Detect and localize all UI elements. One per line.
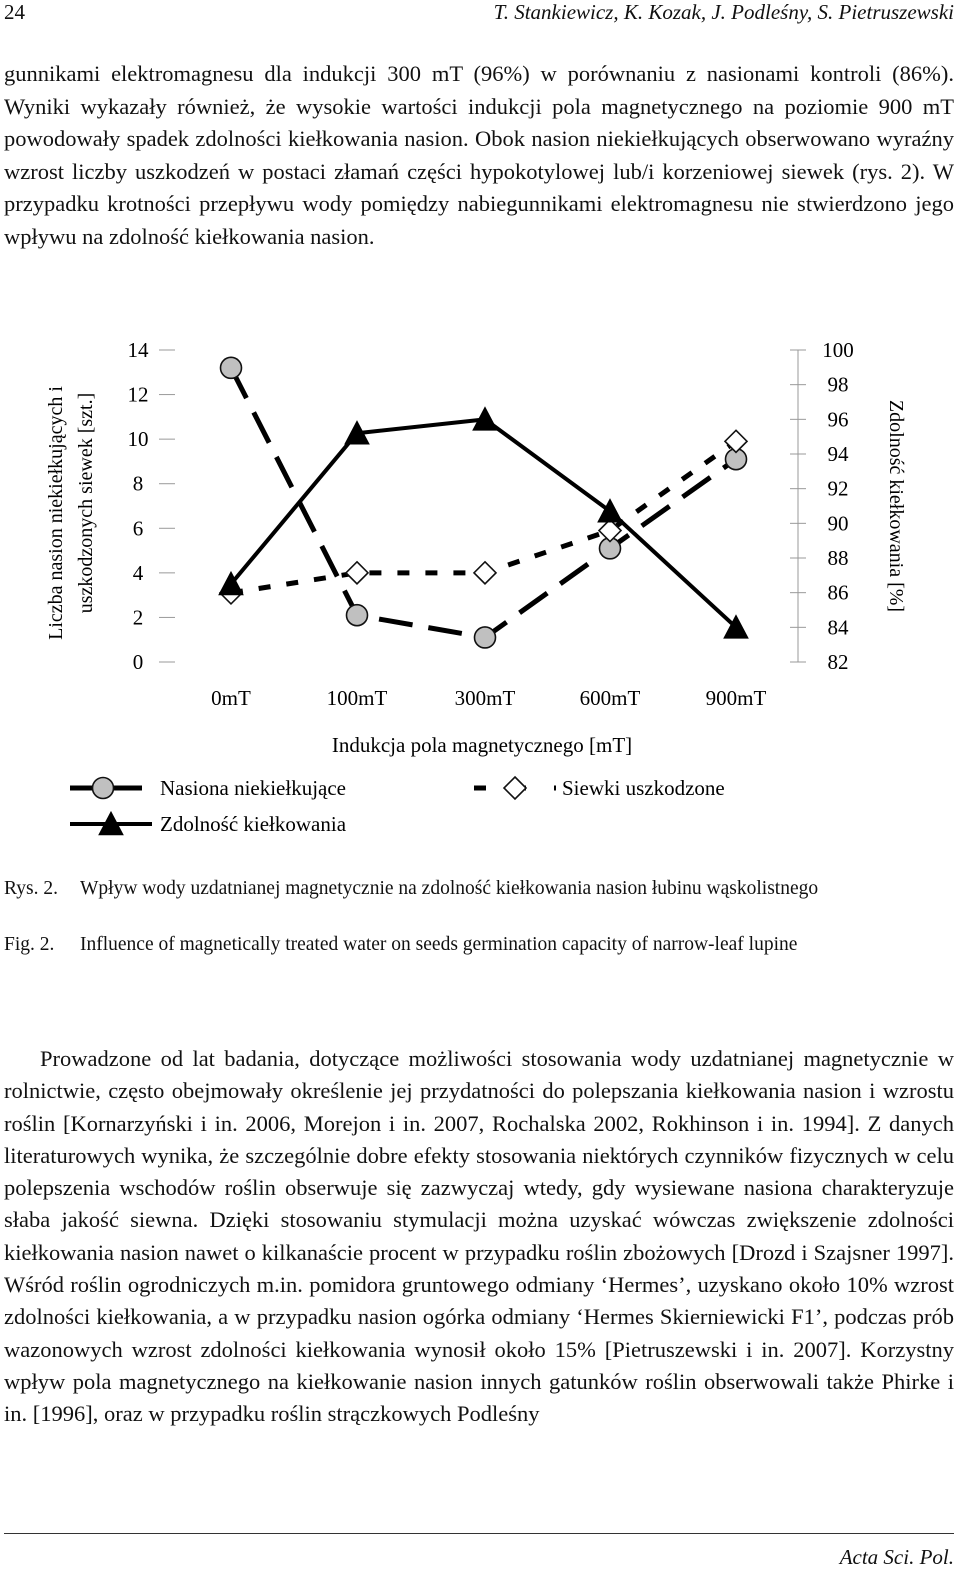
legend-item-siewki-uszkodzone: Siewki uszkodzone: [474, 775, 725, 801]
data-point-zdolnosc-kielkowania: [218, 570, 244, 596]
journal-footer: Acta Sci. Pol.: [839, 1545, 954, 1569]
paragraph-bottom: Prowadzone od lat badania, dotyczące moż…: [4, 1046, 954, 1427]
series-siewki-uszkodzone: [218, 429, 749, 606]
legend-item-zdolnosc-kielkowania: Zdolność kiełkowania: [70, 810, 347, 836]
left-tick-label: 12: [128, 383, 149, 407]
paragraph-top: gunnikami elektromagnesu dla indukcji 30…: [4, 61, 954, 249]
caption-english-label: Fig. 2.: [4, 934, 55, 955]
right-tick-label: 100: [822, 338, 854, 362]
legend-label-zdolnosc-kielkowania: Zdolność kiełkowania: [160, 812, 347, 836]
legend-label-siewki-uszkodzone: Siewki uszkodzone: [562, 776, 725, 800]
figure-2: 0 2 4 6 8 10 12 14 82 84 86 88 90 92 94 96 98 100 0mT 100mT…: [0, 330, 960, 850]
caption-polish: Rys. 2. Wpływ wody uzdatnianej magnetycz…: [4, 875, 954, 931]
data-point-zdolnosc-kielkowania: [344, 420, 370, 445]
caption-english: Fig. 2. Influence of magnetically treate…: [4, 931, 954, 987]
data-point-zdolnosc-kielkowania: [472, 406, 498, 431]
data-point-siewki-uszkodzone: [472, 560, 498, 585]
right-tick-label: 94: [828, 442, 850, 466]
right-tick-label: 92: [828, 477, 849, 501]
series-line-zdolnosc-kielkowania: [229, 417, 738, 629]
left-tick-label: 10: [128, 427, 149, 451]
x-tick-label: 900mT: [706, 686, 767, 710]
right-tick-label: 86: [828, 581, 849, 605]
chart-series: [218, 356, 749, 649]
right-tick-label: 84: [828, 615, 850, 639]
legend-marker-nasiona-niekielkujace: [91, 776, 115, 800]
page-header: 24 T. Stankiewicz, K. Kozak, J. Podleśny…: [4, 0, 954, 28]
legend-marker-siewki-uszkodzone: [502, 775, 528, 801]
y-axis-title-right: Zdolność kiełkowania [%]: [885, 400, 907, 612]
left-tick-label: 4: [133, 561, 144, 585]
caption-polish-label: Rys. 2.: [4, 878, 58, 899]
chart-axes: [159, 349, 806, 663]
right-tick-label: 90: [828, 511, 849, 535]
y-axis-title-left-line2: uszkodzonych siewek [szt.]: [75, 393, 97, 614]
x-tick-label: 300mT: [455, 686, 516, 710]
right-tick-label: 98: [828, 373, 849, 397]
series-nasiona-niekielkujace: [219, 356, 748, 649]
data-point-nasiona-niekielkujace: [219, 356, 243, 380]
data-point-siewki-uszkodzone: [723, 429, 749, 454]
y-axis-title-left-line1: Liczba nasion niekiełkujących i: [45, 386, 67, 640]
data-point-zdolnosc-kielkowania: [723, 614, 749, 639]
chart-labels: 0 2 4 6 8 10 12 14 82 84 86 88 90 92 94 96 98 100 0mT 100mT…: [45, 338, 907, 757]
chart-legend: Nasiona niekiełkujące Siewki uszkodzone Zd…: [70, 775, 725, 836]
data-point-siewki-uszkodzone: [344, 560, 370, 585]
x-tick-label: 0mT: [211, 686, 251, 710]
data-point-siewki-uszkodzone: [597, 518, 623, 543]
left-tick-label: 14: [128, 338, 150, 362]
right-tick-label: 88: [828, 546, 849, 570]
legend-marker-zdolnosc-kielkowania: [98, 810, 124, 836]
left-tick-label: 6: [133, 516, 144, 540]
left-tick-label: 0: [133, 650, 144, 674]
series-line-nasiona-niekielkujace: [228, 366, 738, 640]
x-tick-label: 600mT: [580, 686, 641, 710]
left-tick-label: 8: [133, 472, 144, 496]
data-point-nasiona-niekielkujace: [345, 603, 369, 627]
line-chart: 0 2 4 6 8 10 12 14 82 84 86 88 90 92 94 96 98 100 0mT 100mT…: [45, 338, 907, 836]
page-number: 24: [4, 0, 25, 24]
caption-polish-text: Wpływ wody uzdatnianej magnetycznie na z…: [80, 878, 819, 899]
legend-label-nasiona-niekielkujace: Nasiona niekiełkujące: [160, 776, 346, 800]
footer-rule: [4, 1533, 954, 1534]
right-tick-label: 82: [828, 650, 849, 674]
legend-item-nasiona-niekielkujace: Nasiona niekiełkujące: [70, 776, 346, 800]
x-tick-label: 100mT: [327, 686, 388, 710]
left-tick-label: 2: [133, 605, 144, 629]
data-point-zdolnosc-kielkowania: [597, 498, 623, 523]
right-tick-label: 96: [828, 407, 849, 431]
data-point-nasiona-niekielkujace: [473, 626, 497, 649]
x-axis-title: Indukcja pola magnetycznego [mT]: [332, 733, 632, 757]
caption-english-text: Influence of magnetically treated water …: [80, 934, 798, 955]
running-authors: T. Stankiewicz, K. Kozak, J. Podleśny, S…: [493, 0, 954, 24]
series-zdolnosc-kielkowania: [218, 406, 749, 639]
